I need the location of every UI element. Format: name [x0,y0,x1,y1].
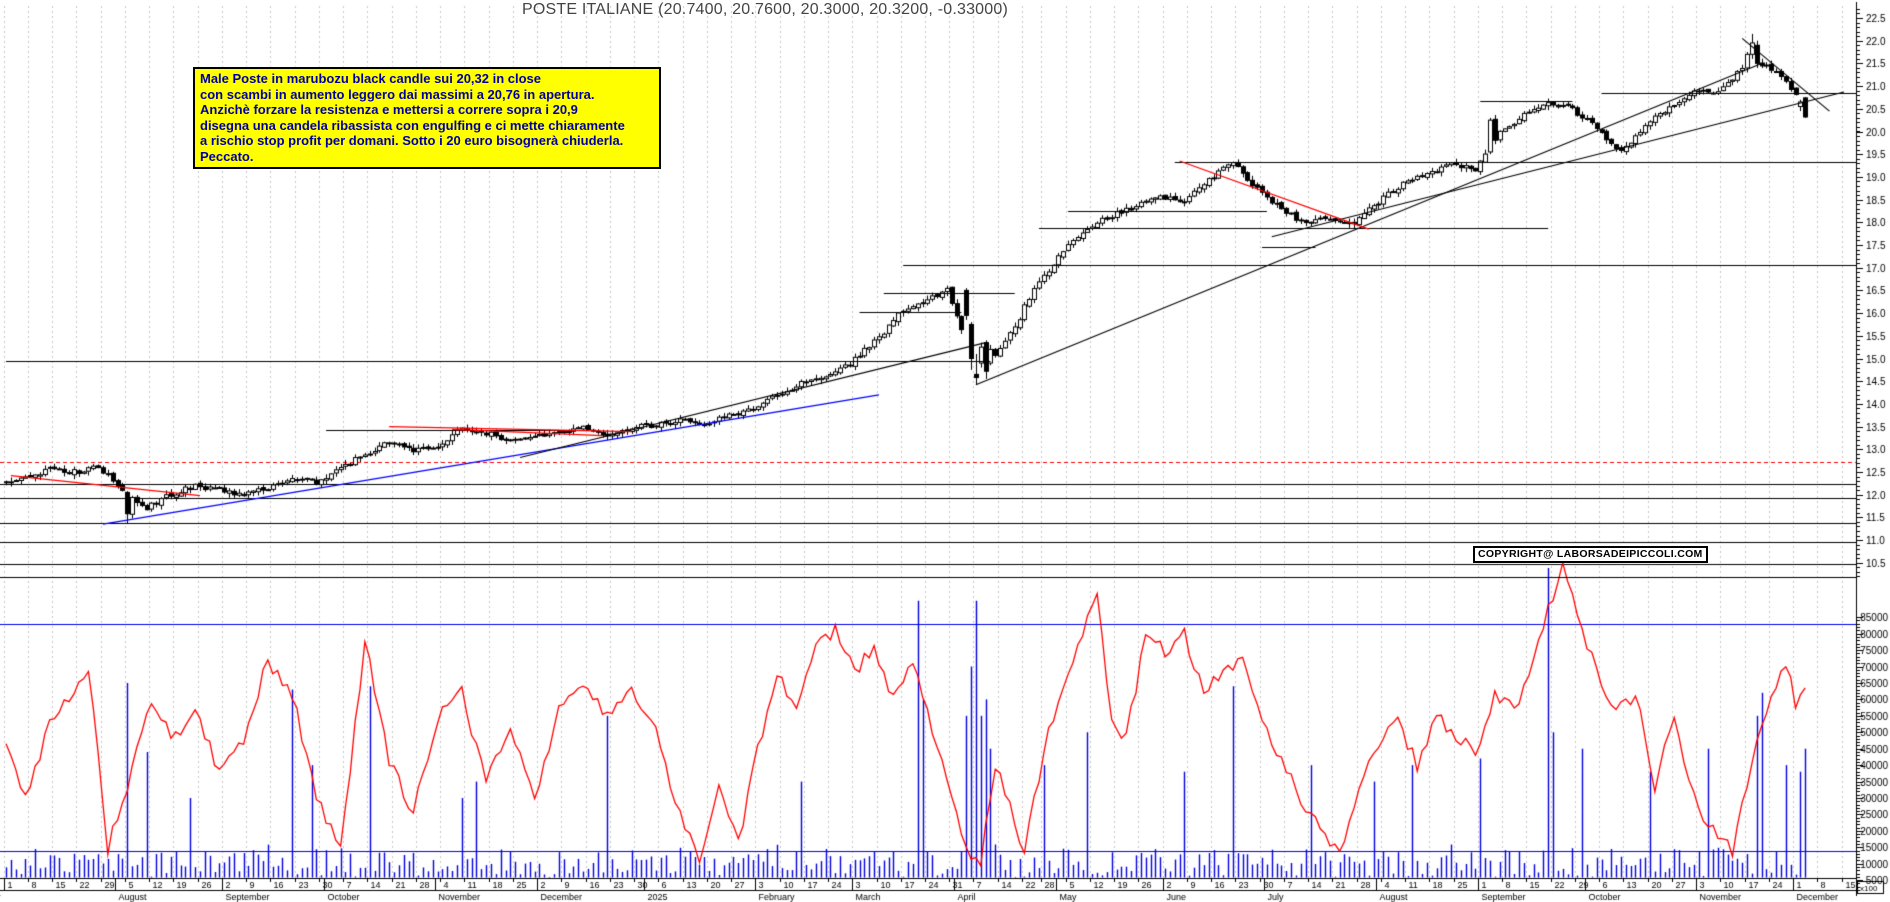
chart-title: POSTE ITALIANE (20.7400, 20.7600, 20.300… [522,1,1008,18]
copyright-badge: COPYRIGHT@ LABORSADEIPICCOLI.COM [1473,546,1708,563]
analyst-annotation-note: Male Poste in marubozu black candle sui … [193,67,661,169]
